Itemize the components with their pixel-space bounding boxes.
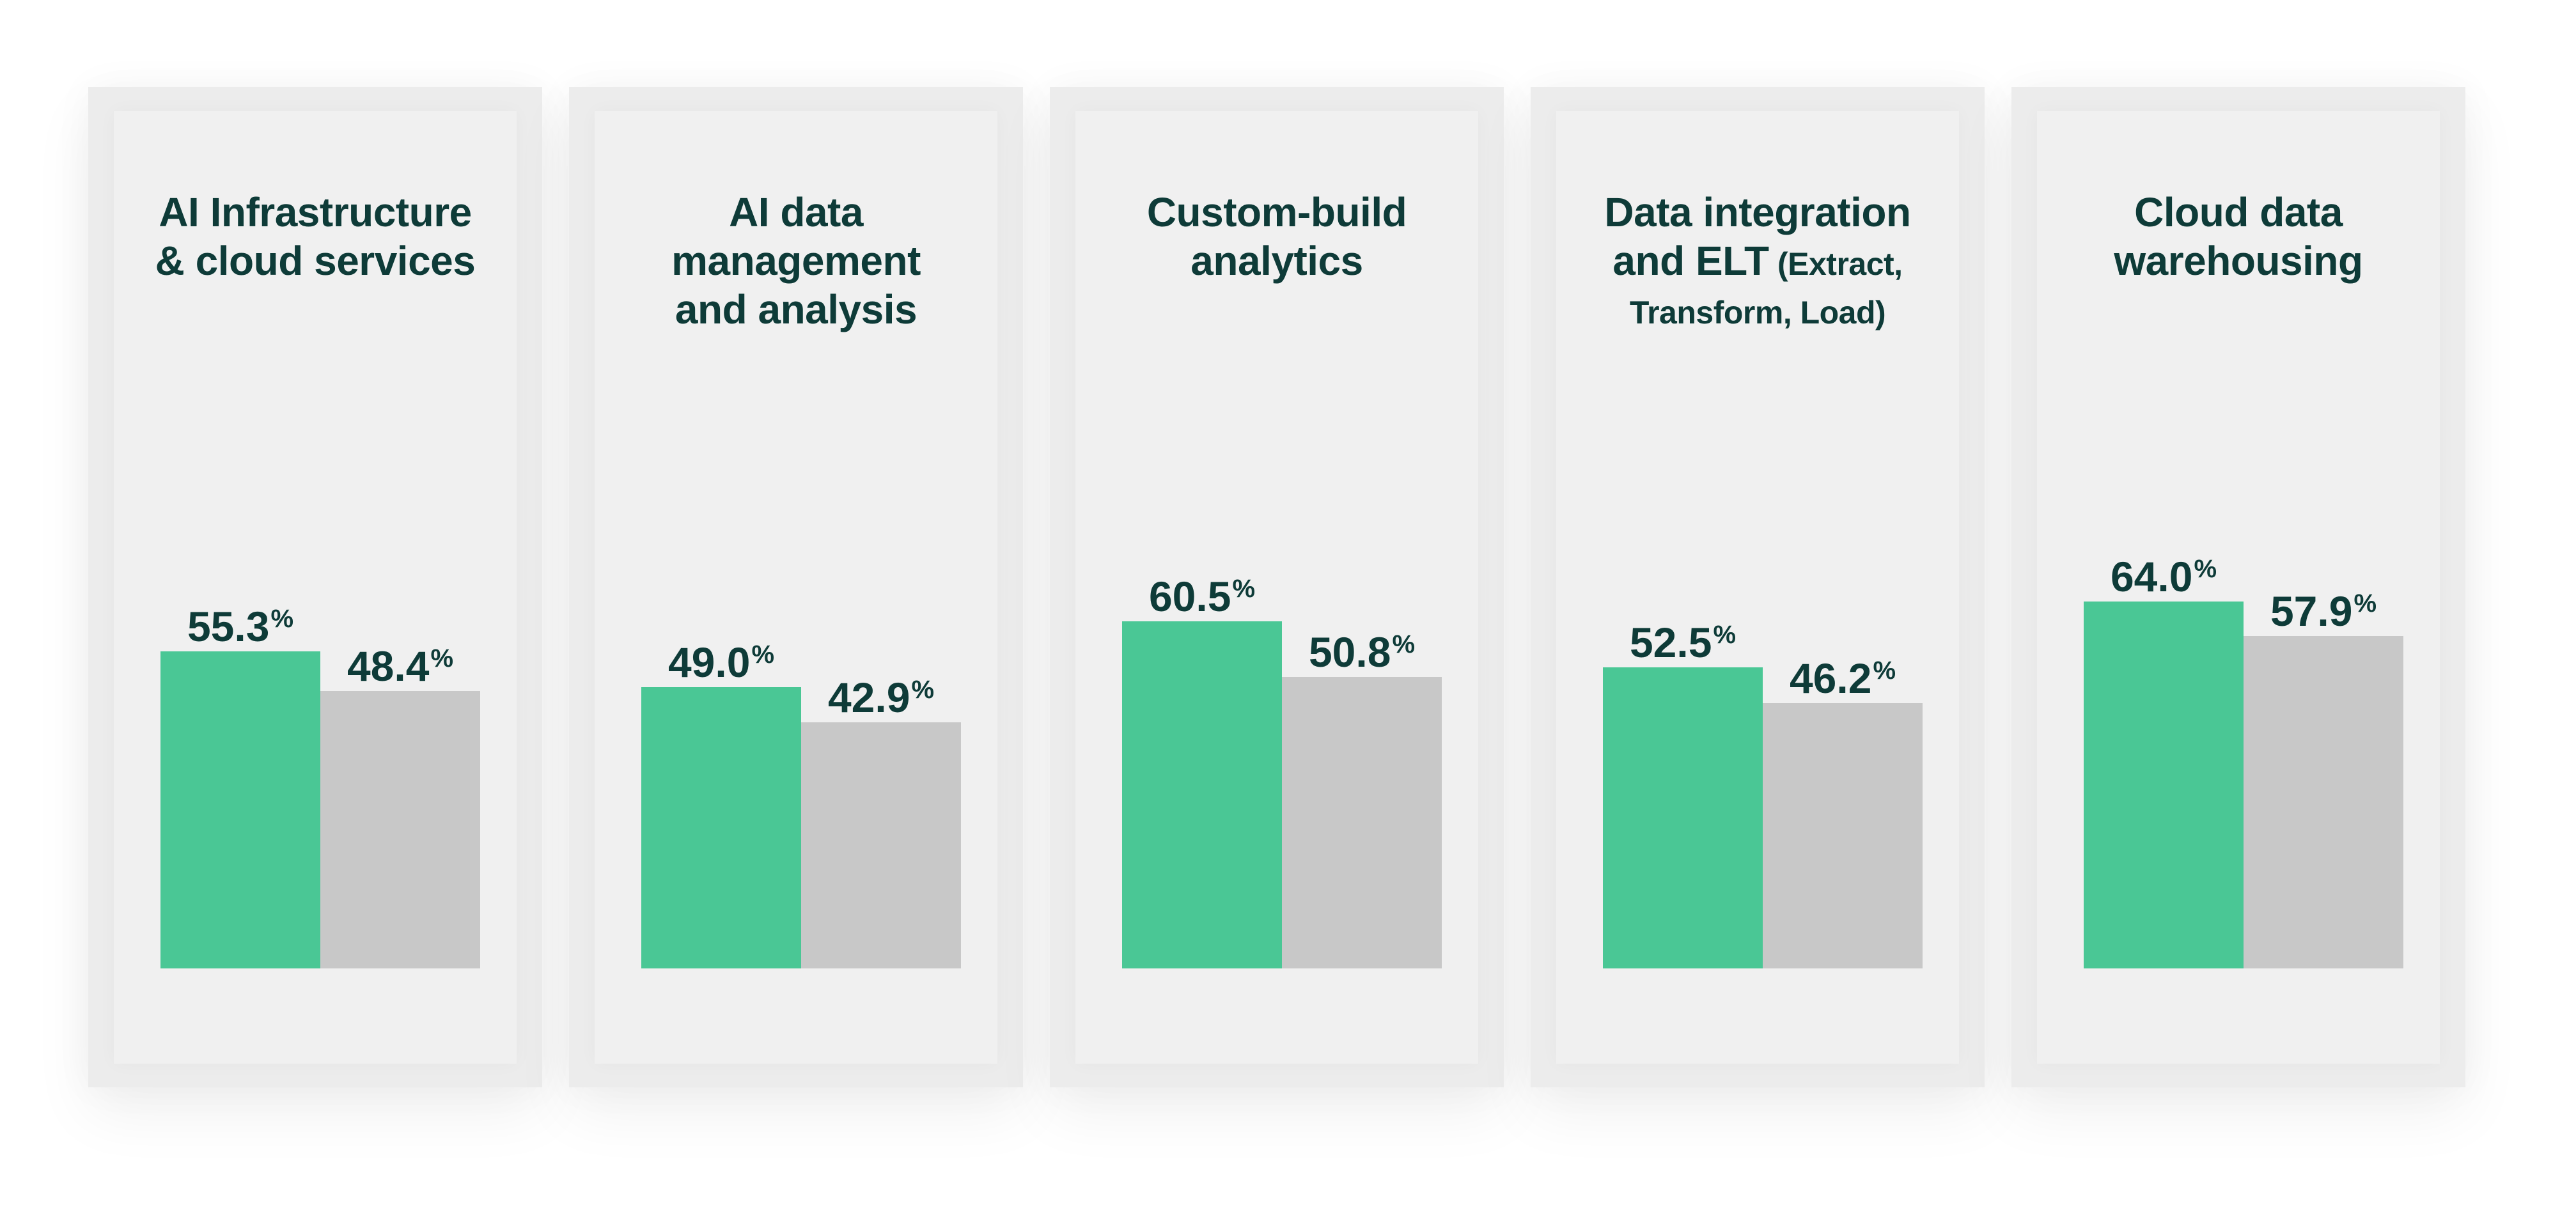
chart-panel-inner: AI Infrastructure & cloud services 55.3% 48… bbox=[114, 111, 517, 1064]
data-label-unit: % bbox=[270, 604, 294, 633]
panel-title-line: management bbox=[671, 238, 921, 284]
chart-panel-inner: Cloud data warehousing 64.0% 57.9% bbox=[2037, 111, 2440, 1064]
panel-title: Cloud data warehousing bbox=[2037, 188, 2440, 285]
data-label-value: 64.0 bbox=[2110, 552, 2193, 600]
data-label: 55.3% bbox=[160, 596, 320, 649]
data-label: 48.4% bbox=[320, 636, 480, 688]
bar-primary bbox=[1603, 667, 1763, 968]
bar-secondary bbox=[320, 690, 480, 968]
data-label-unit: % bbox=[751, 641, 775, 669]
panel-title-line: Custom-build bbox=[1146, 189, 1407, 235]
bar-secondary bbox=[801, 722, 961, 968]
data-label-value: 52.5 bbox=[1629, 618, 1712, 666]
data-label: 64.0% bbox=[2084, 547, 2244, 599]
chart-panel: Custom-build analytics 60.5% 50.8% bbox=[1050, 87, 1504, 1087]
bar-primary bbox=[2084, 601, 2244, 968]
bar-secondary bbox=[1282, 677, 1442, 968]
panel-title-line: AI Infrastructure bbox=[159, 189, 472, 235]
bar-secondary bbox=[2244, 636, 2403, 968]
panel-title-suffix: (Extract, bbox=[1768, 246, 1903, 282]
chart-panel-inner: AI data management and analysis 49.0% 42.9% bbox=[595, 111, 997, 1064]
data-label-value: 42.9 bbox=[827, 673, 910, 721]
panel-title: Data integration and ELT (Extract, Transfo… bbox=[1556, 188, 1959, 337]
data-label-value: 46.2 bbox=[1789, 655, 1872, 703]
panel-title-line: & cloud services bbox=[155, 238, 476, 284]
bar-primary bbox=[1122, 621, 1282, 968]
data-label: 46.2% bbox=[1763, 648, 1923, 701]
data-label: 49.0% bbox=[641, 632, 801, 685]
data-label-unit: % bbox=[2194, 554, 2217, 583]
data-label-unit: % bbox=[1713, 620, 1737, 649]
panel-title: AI Infrastructure & cloud services bbox=[114, 188, 517, 285]
data-label: 42.9% bbox=[801, 667, 961, 720]
chart-panel: Cloud data warehousing 64.0% 57.9% bbox=[2011, 87, 2465, 1087]
data-label-value: 57.9 bbox=[2270, 587, 2353, 635]
chart-panel: Data integration and ELT (Extract, Transfo… bbox=[1531, 87, 1985, 1087]
data-label-unit: % bbox=[1232, 575, 1256, 603]
bar-primary bbox=[160, 651, 320, 968]
panel-title-line: AI data bbox=[729, 189, 863, 235]
data-label-unit: % bbox=[1392, 630, 1416, 659]
chart-panel-inner: Data integration and ELT (Extract, Transfo… bbox=[1556, 111, 1959, 1064]
data-label-unit: % bbox=[1873, 656, 1896, 685]
panel-title-suffix-line: Transform, Load) bbox=[1629, 295, 1886, 330]
panel-title-line: Data integration bbox=[1604, 189, 1911, 235]
panel-title-line: warehousing bbox=[2114, 238, 2363, 284]
panel-title-line: and analysis bbox=[675, 286, 917, 332]
data-label-value: 55.3 bbox=[187, 602, 270, 650]
data-label-unit: % bbox=[911, 675, 935, 704]
bar-secondary bbox=[1763, 703, 1923, 968]
chart-panel: AI data management and analysis 49.0% 42.9% bbox=[569, 87, 1023, 1087]
data-label-value: 60.5 bbox=[1148, 573, 1231, 620]
data-label: 60.5% bbox=[1122, 566, 1282, 619]
data-label-unit: % bbox=[430, 644, 454, 672]
panel-title-line: and ELT (Extract, bbox=[1612, 238, 1903, 284]
data-label: 50.8% bbox=[1282, 622, 1442, 674]
data-label-unit: % bbox=[2354, 589, 2377, 618]
data-label: 57.9% bbox=[2244, 581, 2403, 633]
bar-primary bbox=[641, 687, 801, 968]
data-label: 52.5% bbox=[1603, 612, 1763, 665]
panel-title: AI data management and analysis bbox=[595, 188, 997, 334]
panel-title-line: analytics bbox=[1190, 238, 1363, 284]
data-label-value: 50.8 bbox=[1308, 628, 1391, 676]
panel-title-line: Cloud data bbox=[2134, 189, 2343, 235]
chart-panel: AI Infrastructure & cloud services 55.3% 48… bbox=[88, 87, 542, 1087]
data-label-value: 49.0 bbox=[667, 639, 751, 687]
chart-panel-inner: Custom-build analytics 60.5% 50.8% bbox=[1075, 111, 1478, 1064]
data-label-value: 48.4 bbox=[347, 642, 430, 690]
panel-title: Custom-build analytics bbox=[1075, 188, 1478, 285]
